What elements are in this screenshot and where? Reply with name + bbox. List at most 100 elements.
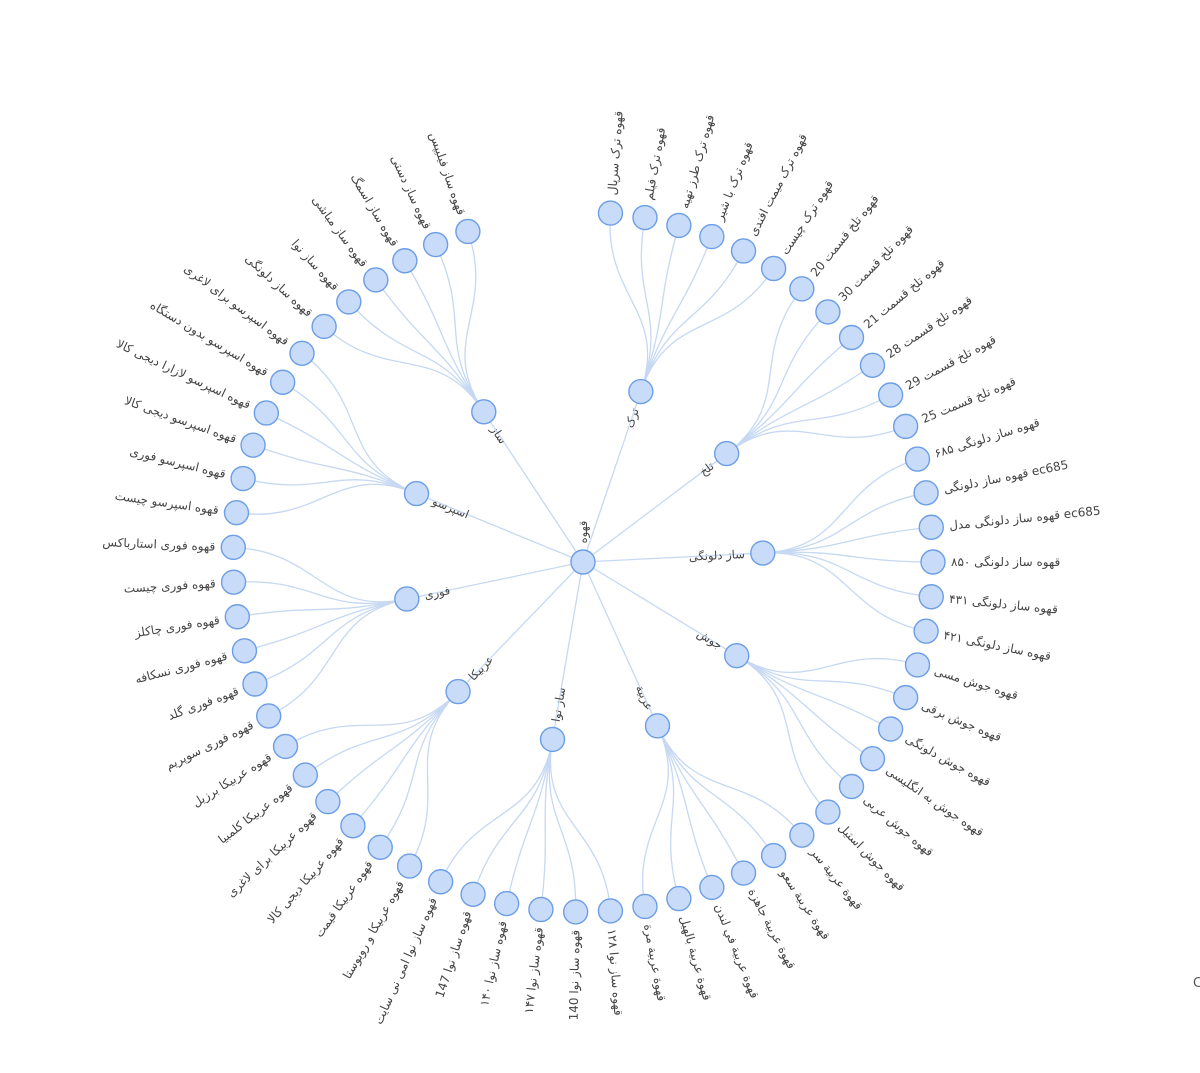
leaf-node[interactable]: قهوه تلخ قسمت 30: [815, 222, 917, 325]
node-circle[interactable]: [367, 834, 393, 860]
node-circle[interactable]: [493, 890, 520, 917]
node-circle[interactable]: [724, 642, 750, 669]
node-circle[interactable]: [699, 874, 725, 901]
leaf-node[interactable]: قهوه ترک طرز تهیه: [666, 113, 718, 239]
node-circle[interactable]: [859, 746, 886, 772]
node-circle[interactable]: [918, 584, 944, 610]
node-circle[interactable]: [877, 382, 904, 408]
node-circle[interactable]: [815, 299, 841, 325]
node-circle[interactable]: [455, 218, 481, 245]
category-node[interactable]: تلخ: [697, 440, 740, 479]
leaf-node[interactable]: قهوه ساز نوا 147: [433, 881, 486, 1000]
leaf-node[interactable]: قهوه جوش به انگلیسی: [859, 746, 986, 840]
category-node[interactable]: اسپرسو: [403, 480, 472, 523]
node-circle[interactable]: [394, 586, 420, 612]
leaf-node[interactable]: قهوه اسپرسو برای لاغری: [181, 261, 315, 367]
category-node[interactable]: ترک: [622, 378, 654, 430]
category-node[interactable]: ساز نوا: [539, 686, 570, 753]
node-circle[interactable]: [403, 480, 430, 507]
leaf-node[interactable]: قهوه عربیکا دیجی کالا: [264, 813, 366, 927]
node-circle[interactable]: [713, 440, 740, 467]
node-circle[interactable]: [528, 896, 554, 923]
node-circle[interactable]: [918, 514, 944, 540]
node-circle[interactable]: [230, 465, 256, 492]
category-node[interactable]: فوری: [394, 583, 452, 612]
node-circle[interactable]: [628, 378, 654, 405]
node-circle[interactable]: [336, 289, 362, 315]
node-circle[interactable]: [859, 352, 886, 378]
node-circle[interactable]: [471, 399, 497, 425]
node-circle[interactable]: [632, 893, 658, 920]
node-circle[interactable]: [760, 255, 787, 282]
node-circle[interactable]: [224, 604, 251, 630]
node-circle[interactable]: [730, 238, 757, 264]
node-circle[interactable]: [838, 773, 865, 800]
category-node[interactable]: ساز: [471, 399, 510, 447]
node-circle[interactable]: [396, 853, 423, 879]
category-node[interactable]: عربیکا: [445, 652, 497, 705]
node-circle[interactable]: [340, 813, 366, 839]
leaf-node[interactable]: قهوه جوش مسی: [904, 652, 1020, 704]
node-circle[interactable]: [904, 446, 931, 472]
root-node[interactable]: قهوه: [570, 521, 596, 575]
leaf-node[interactable]: قهوة عربية بالهيل: [666, 885, 714, 1003]
node-circle[interactable]: [460, 881, 486, 907]
node-circle[interactable]: [666, 212, 692, 239]
node-circle[interactable]: [913, 618, 939, 644]
node-circle[interactable]: [255, 703, 282, 729]
node-circle[interactable]: [877, 716, 904, 742]
category-node[interactable]: ساز دلونگی: [688, 540, 776, 566]
leaf-node[interactable]: قهوه عربیکا برای لاغری: [224, 788, 341, 901]
node-circle[interactable]: [815, 799, 841, 825]
node-circle[interactable]: [562, 899, 589, 925]
node-circle[interactable]: [838, 324, 865, 351]
leaf-node[interactable]: قهوه ساز نوا امی نی سایت: [371, 869, 454, 1027]
node-circle[interactable]: [311, 313, 337, 340]
node-circle[interactable]: [220, 569, 247, 595]
node-circle[interactable]: [644, 713, 671, 739]
leaf-node[interactable]: قهوه فوری چاکلز: [133, 604, 251, 642]
node-circle[interactable]: [904, 652, 931, 678]
leaf-node[interactable]: قهوة عربية مرة: [632, 893, 669, 1002]
leaf-node[interactable]: قهوه فوری استارباکس: [102, 534, 247, 561]
node-circle[interactable]: [392, 248, 418, 274]
node-circle[interactable]: [750, 540, 776, 566]
node-circle[interactable]: [231, 638, 258, 664]
leaf-node[interactable]: قهوه ترک فیلم: [632, 126, 669, 231]
leaf-node[interactable]: قهوه ساز دلونگی ec685: [913, 458, 1070, 506]
node-circle[interactable]: [223, 499, 250, 526]
node-circle[interactable]: [253, 400, 280, 426]
leaf-node[interactable]: قهوه ساز دلونگی مدل ec685: [918, 504, 1101, 540]
node-circle[interactable]: [242, 671, 268, 697]
leaf-node[interactable]: قهوه ساز دلونگی ۴۲۱: [913, 618, 1052, 664]
node-circle[interactable]: [427, 869, 454, 895]
leaf-node[interactable]: قهوه ساز دلونگی ۸۵۰: [920, 549, 1060, 575]
node-circle[interactable]: [892, 684, 919, 711]
leaf-node[interactable]: قهوه اسپرسو بدون دستگاه: [147, 298, 296, 395]
node-circle[interactable]: [240, 432, 266, 458]
node-circle[interactable]: [760, 842, 787, 869]
node-circle[interactable]: [422, 231, 449, 258]
leaf-node[interactable]: قهوه تلخ قسمت 21: [838, 256, 948, 351]
leaf-node[interactable]: قهوه اسپرسو فوری: [128, 444, 256, 492]
node-circle[interactable]: [289, 340, 315, 367]
node-circle[interactable]: [597, 200, 624, 226]
leaf-node[interactable]: قهوه ساز فیلیپس: [426, 130, 481, 245]
node-circle[interactable]: [892, 413, 919, 440]
node-circle[interactable]: [699, 223, 725, 250]
leaf-node[interactable]: قهوه ساز نوا ۱۴۰: [477, 890, 520, 1008]
leaf-node[interactable]: قهوه فوری نسکافه: [133, 638, 258, 688]
leaf-node[interactable]: قهوه اسپرسو چیست: [114, 489, 250, 526]
node-circle[interactable]: [570, 549, 596, 575]
node-circle[interactable]: [292, 762, 319, 788]
node-circle[interactable]: [913, 480, 939, 506]
node-circle[interactable]: [539, 726, 566, 753]
node-circle[interactable]: [220, 534, 247, 561]
node-circle[interactable]: [920, 549, 946, 575]
node-circle[interactable]: [269, 369, 296, 395]
node-circle[interactable]: [272, 733, 299, 760]
node-circle[interactable]: [632, 204, 658, 231]
leaf-node[interactable]: قهوه ترک سرپال: [597, 110, 627, 226]
node-circle[interactable]: [363, 267, 389, 293]
node-circle[interactable]: [789, 276, 815, 302]
